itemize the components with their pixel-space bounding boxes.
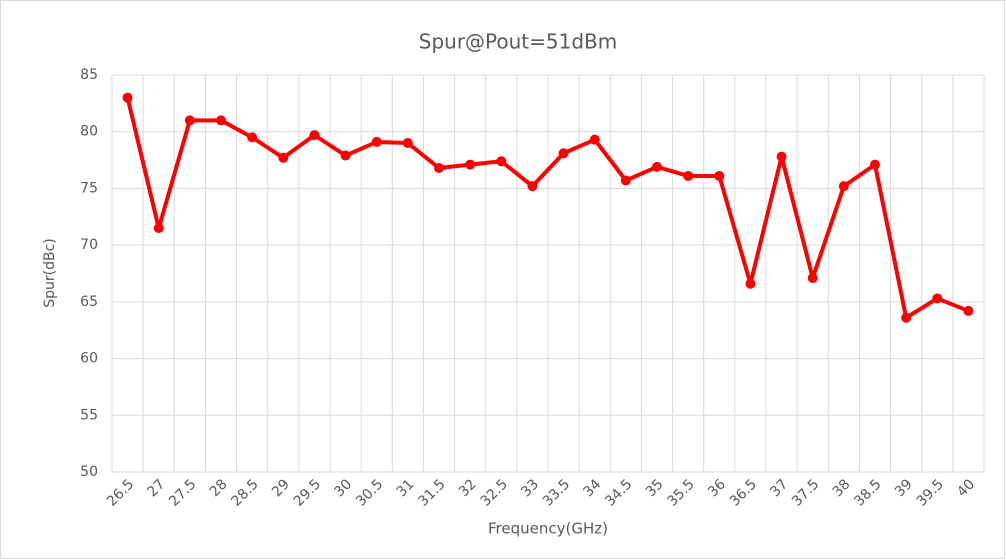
- y-tick-label: 60: [80, 351, 98, 367]
- data-point: [465, 159, 476, 170]
- data-point: [309, 130, 320, 141]
- data-point: [340, 150, 351, 161]
- data-point: [122, 92, 133, 103]
- data-point: [153, 223, 164, 234]
- data-point: [434, 163, 444, 174]
- data-point: [589, 134, 600, 145]
- y-tick-label: 80: [80, 124, 98, 140]
- data-line: [125, 97, 970, 320]
- data-point: [714, 170, 725, 181]
- data-point: [184, 115, 195, 126]
- data-point: [620, 175, 631, 186]
- y-tick-label: 55: [80, 407, 98, 423]
- y-tick-label: 65: [80, 294, 98, 310]
- data-point: [838, 181, 849, 192]
- data-point: [776, 151, 787, 162]
- data-point: [652, 161, 662, 172]
- data-point: [371, 136, 382, 147]
- data-point: [963, 305, 974, 316]
- y-tick-label: 70: [80, 237, 98, 253]
- data-point: [496, 156, 507, 167]
- y-tick-label: 85: [80, 67, 98, 83]
- data-point: [247, 132, 258, 143]
- y-tick-label: 75: [80, 180, 98, 196]
- data-point: [870, 159, 880, 170]
- data-point: [527, 181, 538, 192]
- data-point: [901, 312, 912, 323]
- data-point: [932, 293, 943, 304]
- chart-title: Spur@Pout=51dBm: [419, 30, 618, 54]
- data-point: [216, 115, 226, 126]
- y-axis-label: Spur(dBc): [42, 238, 58, 308]
- x-axis-label: Frequency(GHz): [488, 520, 608, 538]
- data-point: [278, 152, 289, 163]
- data-point: [558, 148, 569, 159]
- data-point: [807, 273, 818, 284]
- data-point: [683, 170, 694, 181]
- data-point: [745, 278, 756, 289]
- y-tick-label: 50: [80, 464, 98, 480]
- data-point: [402, 138, 413, 149]
